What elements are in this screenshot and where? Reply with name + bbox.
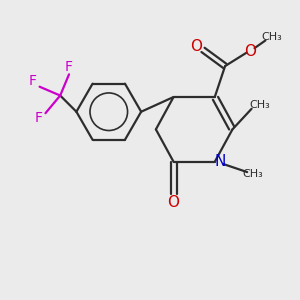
Text: N: N: [214, 154, 226, 169]
Text: F: F: [65, 60, 73, 74]
Text: CH₃: CH₃: [262, 32, 282, 42]
Text: O: O: [244, 44, 256, 59]
Text: CH₃: CH₃: [243, 169, 263, 179]
Text: CH₃: CH₃: [250, 100, 270, 110]
Text: O: O: [190, 39, 202, 54]
Text: O: O: [168, 195, 180, 210]
Text: F: F: [29, 74, 37, 88]
Text: F: F: [35, 112, 43, 125]
